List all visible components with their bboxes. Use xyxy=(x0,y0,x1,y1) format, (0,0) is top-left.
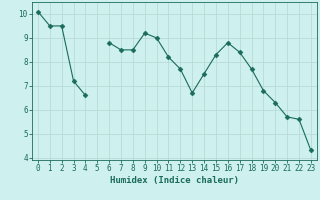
X-axis label: Humidex (Indice chaleur): Humidex (Indice chaleur) xyxy=(110,176,239,185)
